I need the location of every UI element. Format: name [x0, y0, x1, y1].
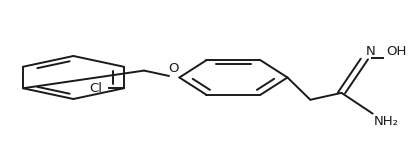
Text: NH₂: NH₂ — [374, 115, 399, 128]
Text: N: N — [366, 44, 375, 58]
Text: OH: OH — [386, 44, 406, 58]
Text: O: O — [168, 62, 178, 75]
Text: Cl: Cl — [89, 82, 102, 95]
